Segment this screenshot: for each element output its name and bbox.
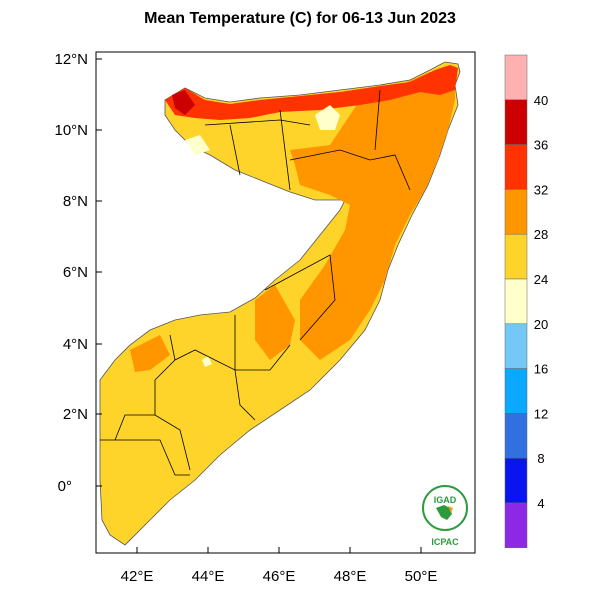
light-zone-highlands bbox=[315, 105, 340, 130]
colorbar-label: 16 bbox=[534, 362, 548, 377]
colorbar-swatch bbox=[504, 189, 528, 235]
colorbar: 40 36 32 28 24 20 16 12 8 4 bbox=[504, 54, 548, 549]
lon-tick-label: 46°E bbox=[263, 568, 296, 585]
colorbar-label: 12 bbox=[534, 406, 548, 421]
light-zone-coast-west bbox=[185, 135, 210, 155]
svg-text:ICPAC: ICPAC bbox=[431, 537, 459, 547]
orange-zone-northeast bbox=[290, 70, 455, 360]
colorbar-swatch bbox=[504, 144, 528, 190]
colorbar-label: 32 bbox=[534, 182, 548, 197]
light-spot-south bbox=[202, 356, 212, 367]
colorbar-swatch bbox=[504, 368, 528, 414]
lon-tick-label: 42°E bbox=[121, 568, 154, 585]
colorbar-swatch bbox=[504, 502, 528, 549]
colorbar-label: 24 bbox=[534, 272, 548, 287]
orange-zone-central bbox=[255, 285, 295, 360]
map-title: Mean Temperature (C) for 06-13 Jun 2023 bbox=[144, 10, 456, 27]
lat-tick-label: 6°N bbox=[63, 264, 88, 281]
red-zone-north-coast bbox=[165, 65, 458, 120]
colorbar-label: 28 bbox=[534, 227, 548, 242]
colorbar-swatch bbox=[504, 54, 528, 101]
lon-tick-label: 48°E bbox=[334, 568, 367, 585]
somalia-temperature-field bbox=[99, 61, 461, 546]
admin-boundaries bbox=[100, 89, 411, 476]
lat-tick-label: 0° bbox=[58, 478, 72, 495]
lat-tick-label: 4°N bbox=[63, 336, 88, 353]
colorbar-label: 4 bbox=[537, 496, 544, 511]
colorbar-swatch bbox=[504, 413, 528, 459]
colorbar-swatch bbox=[504, 457, 528, 504]
orange-zone-southwest bbox=[130, 335, 170, 372]
lat-tick-label: 10°N bbox=[54, 122, 88, 139]
colorbar-swatch bbox=[504, 99, 528, 145]
colorbar-label: 8 bbox=[537, 451, 544, 466]
longitude-ticks: 42°E 44°E 46°E 48°E 50°E bbox=[121, 547, 438, 585]
lat-tick-label: 12°N bbox=[54, 51, 88, 68]
colorbar-label: 36 bbox=[534, 138, 548, 153]
lon-tick-label: 44°E bbox=[192, 568, 225, 585]
dark-red-zone bbox=[172, 90, 195, 115]
colorbar-label: 20 bbox=[534, 317, 548, 332]
colorbar-label: 40 bbox=[534, 93, 548, 108]
colorbar-swatch bbox=[504, 323, 528, 369]
lat-tick-label: 8°N bbox=[63, 193, 88, 210]
lon-tick-label: 50°E bbox=[405, 568, 438, 585]
colorbar-swatch bbox=[504, 278, 528, 325]
igad-icpac-logo: IGAD ICPAC bbox=[422, 485, 468, 547]
svg-text:IGAD: IGAD bbox=[434, 495, 457, 505]
colorbar-swatch bbox=[504, 233, 528, 280]
latitude-ticks: 12°N 10°N 8°N 6°N 4°N 2°N 0° bbox=[54, 51, 102, 495]
lat-tick-label: 2°N bbox=[63, 406, 88, 423]
